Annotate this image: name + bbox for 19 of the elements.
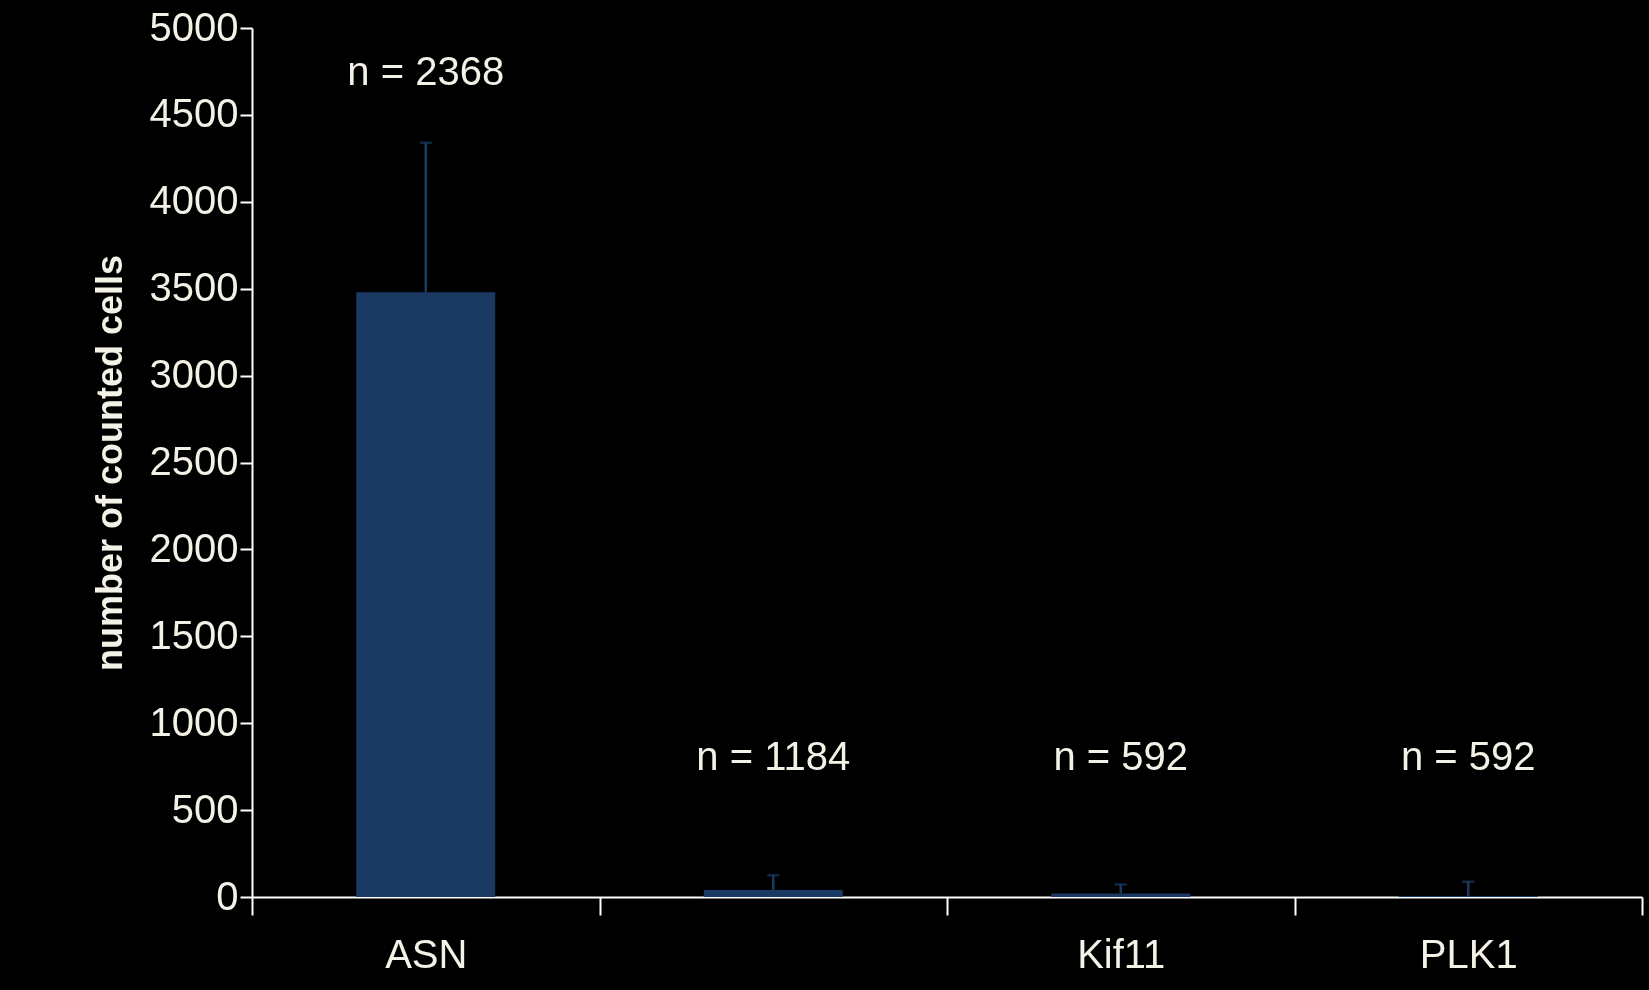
y-axis-title: number of counted cells bbox=[88, 254, 130, 672]
y-tick-label: 3000 bbox=[149, 352, 239, 397]
annotation: n = 592 bbox=[1400, 734, 1536, 778]
y-tick-label: 2000 bbox=[149, 525, 239, 570]
annotation: n = 2368 bbox=[347, 48, 505, 93]
y-tick-label: 4500 bbox=[149, 91, 239, 136]
annotation: n = 592 bbox=[1053, 734, 1189, 778]
y-tick-label: 4000 bbox=[149, 178, 239, 223]
x-tick-label: PLK1 bbox=[1419, 931, 1518, 976]
y-tick-label: 1500 bbox=[149, 612, 239, 657]
x-tick-label: Kif11 bbox=[1077, 931, 1166, 976]
x-tick-label: ASN bbox=[385, 931, 468, 976]
y-tick-label: 0 bbox=[216, 873, 239, 918]
y-tick-label: 1000 bbox=[149, 699, 239, 744]
y-tick-label: 3500 bbox=[149, 265, 239, 310]
annotation: n = 1184 bbox=[696, 734, 851, 778]
y-tick-label: 2500 bbox=[149, 439, 239, 483]
y-tick-label: 500 bbox=[171, 786, 239, 831]
y-tick-label: 5000 bbox=[149, 4, 239, 49]
